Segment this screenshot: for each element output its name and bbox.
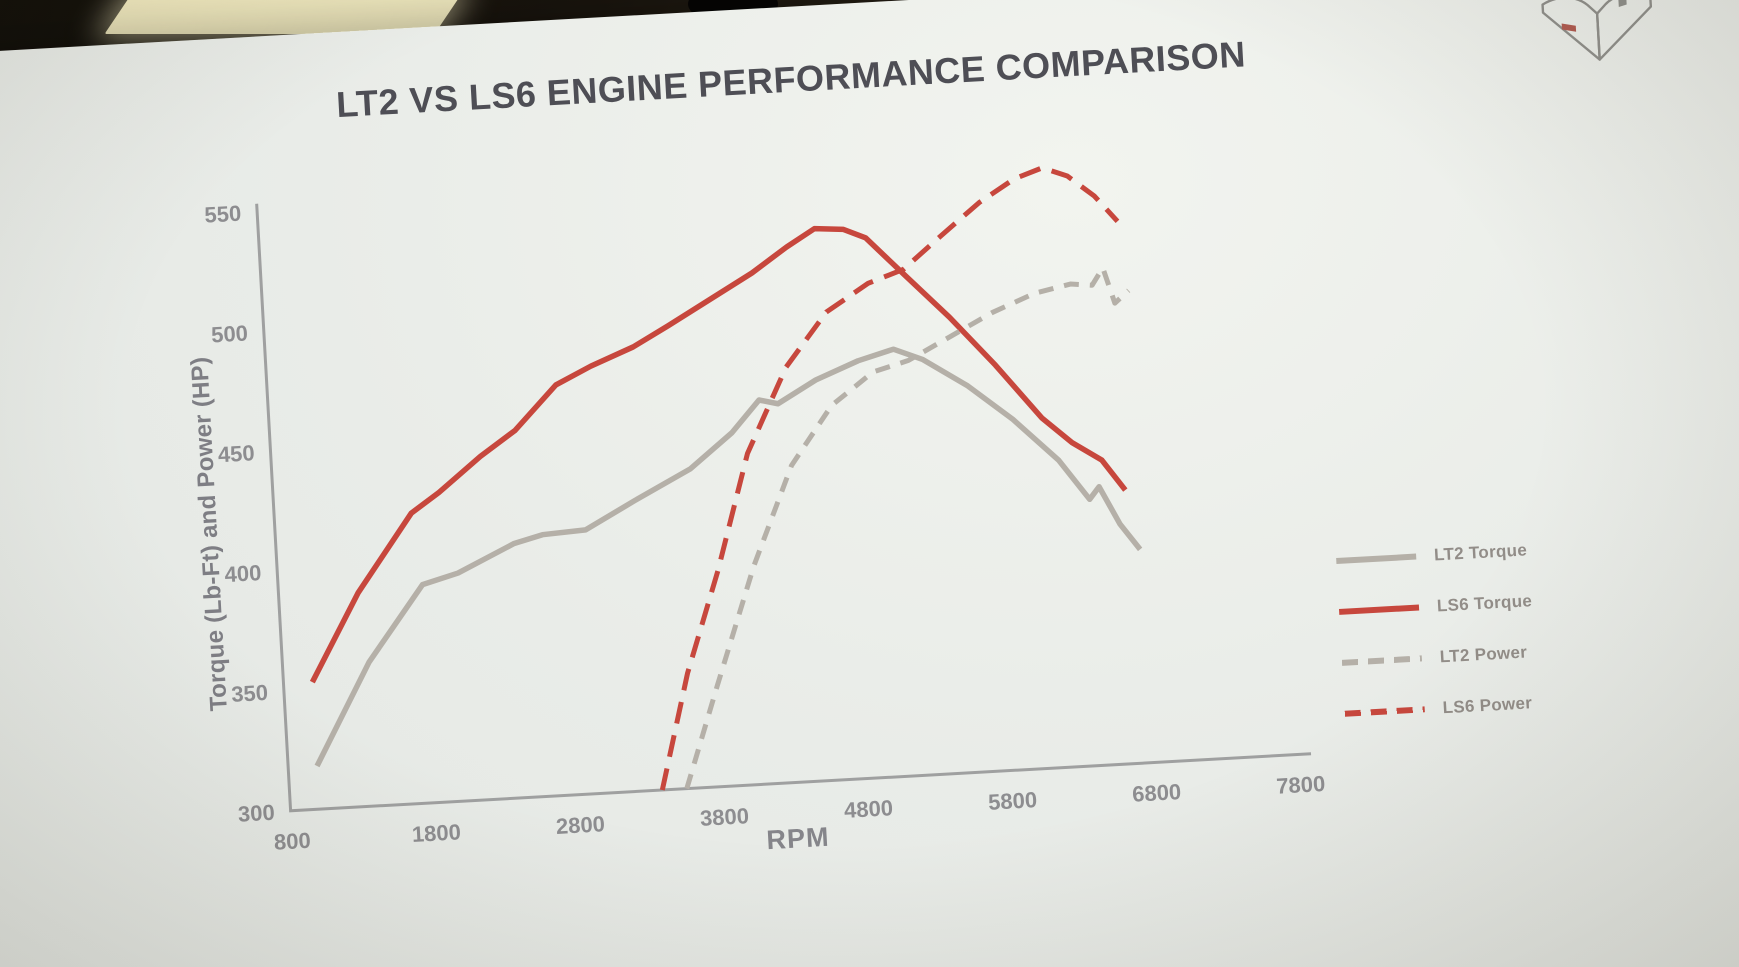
chart-area: Torque (Lb-Ft) and Power (HP) 300 350 400 4…: [146, 120, 1533, 951]
y-tick-label: 400: [224, 560, 262, 587]
logo-left-flag: [1541, 0, 1601, 61]
legend-swatch-dashed: [1344, 705, 1425, 717]
axes-lines: [255, 203, 1312, 813]
y-tick-label: 500: [211, 320, 249, 347]
legend-swatch-dashed: [1341, 654, 1423, 666]
corvette-flags-logo: [1541, 0, 1653, 61]
legend-swatch-solid: [1336, 553, 1417, 564]
y-tick-label: 300: [237, 800, 275, 827]
y-tick-label: 350: [231, 680, 269, 707]
chart-legend: LT2 Torque LS6 Torque LT2 Power LS6 Power: [1335, 521, 1606, 739]
y-tick-label: 550: [204, 201, 242, 228]
chart-title: LT2 VS LS6 ENGINE PERFORMANCE COMPARISON: [335, 33, 1247, 126]
series-line-ls6-torque: [309, 225, 1128, 684]
series-line-lt2-power: [684, 265, 1131, 790]
legend-label: LS6 Power: [1442, 692, 1533, 717]
x-tick-label: 1800: [411, 819, 461, 847]
x-tick-label: 800: [273, 828, 311, 855]
series-line-lt2-torque: [314, 346, 1143, 768]
x-tick-label: 7800: [1276, 771, 1326, 799]
legend-label: LT2 Torque: [1433, 539, 1528, 565]
logo-checker-pattern: [1618, 0, 1627, 7]
legend-swatch-solid: [1338, 603, 1420, 615]
line-chart: 300 350 400 450 500 550 800 1800 2800 3800 4800 580…: [204, 165, 1326, 855]
logo-right-flag: [1595, 0, 1653, 61]
x-tick-label: 2800: [555, 811, 605, 839]
y-tick-label: 450: [217, 440, 255, 467]
logo-bowtie-mark: [1561, 23, 1577, 32]
x-tick-label: 5800: [987, 787, 1037, 815]
x-tick-label: 6800: [1132, 779, 1182, 807]
x-tick-label: 4800: [843, 795, 893, 823]
series-line-ls6-power: [659, 165, 1120, 791]
x-tick-label: 3800: [699, 803, 749, 831]
legend-label: LT2 Power: [1439, 642, 1528, 666]
legend-label: LS6 Torque: [1436, 590, 1533, 615]
